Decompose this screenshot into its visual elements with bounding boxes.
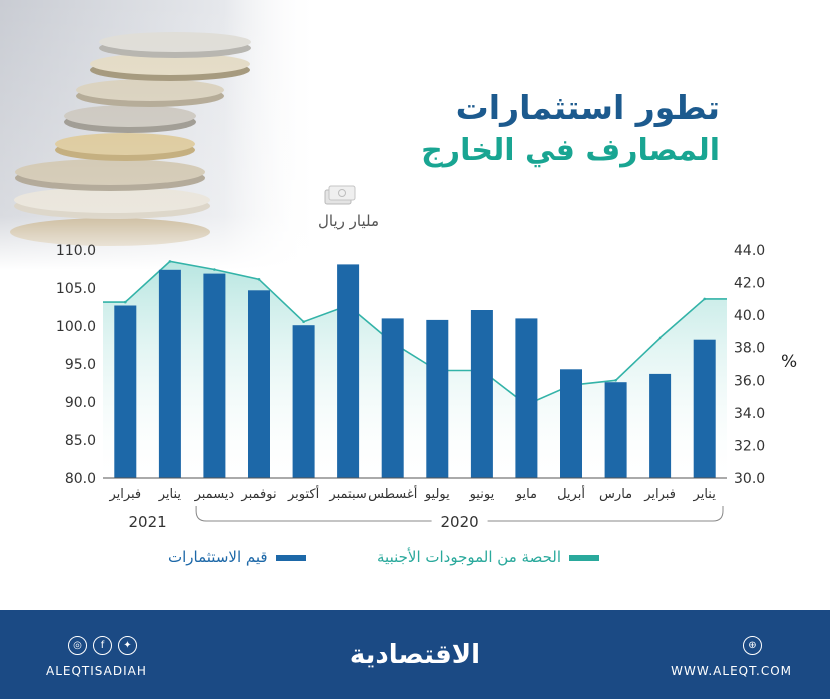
brand-logo: الاقتصادية [349, 640, 481, 670]
unit-label: مليار ريال [318, 212, 379, 230]
money-icon [324, 185, 356, 205]
bar [158, 269, 181, 478]
bar [693, 339, 716, 478]
x-tick-label: نوفمبر [240, 487, 276, 502]
bar [114, 305, 137, 478]
bar [470, 310, 493, 478]
left-tick-label: 85.0 [65, 433, 96, 449]
legend-area: الحصة من الموجودات الأجنبية [377, 548, 599, 566]
x-tick-label: أبريل [557, 485, 585, 502]
legend-bar-label: قيم الاستثمارات [168, 548, 268, 566]
area-point [213, 268, 216, 271]
right-tick-label: 30.0 [734, 471, 765, 487]
x-tick-label: سبتمبر [328, 487, 366, 502]
area-point [302, 320, 305, 324]
globe-icon[interactable]: ⊕ [743, 636, 762, 655]
x-tick-label: مايو [515, 487, 537, 502]
right-tick-label: 36.0 [734, 373, 765, 389]
bar [604, 382, 627, 478]
left-tick-label: 105.0 [56, 281, 96, 297]
right-tick-label: 32.0 [734, 438, 765, 454]
right-tick-label: 42.0 [734, 276, 765, 292]
right-tick-label: 34.0 [734, 406, 765, 422]
year-label: 2020 [441, 513, 479, 531]
right-tick-label: 44.0 [734, 243, 765, 259]
website-link[interactable]: WWW.ALEQT.COM [671, 664, 792, 678]
x-tick-label: مارس [599, 487, 632, 502]
right-tick-label: 38.0 [734, 341, 765, 357]
bar [515, 318, 538, 478]
x-tick-label: ديسمبر [194, 487, 235, 502]
legend-area-swatch [569, 554, 599, 561]
left-tick-label: 100.0 [56, 319, 96, 335]
x-tick-label: أكتوبر [287, 485, 319, 502]
x-tick-label: فبراير [643, 487, 676, 502]
area-point [257, 278, 261, 281]
coins-stack-image [0, 0, 320, 270]
x-tick-label: يناير [693, 487, 717, 502]
legend-bar: قيم الاستثمارات [168, 548, 306, 566]
bar [337, 264, 360, 478]
title-line-1: تطور استثمارات [455, 88, 720, 127]
area-point [614, 379, 617, 382]
x-tick-label: يناير [158, 487, 182, 502]
bar [426, 319, 449, 478]
bar [649, 373, 672, 478]
left-tick-label: 90.0 [65, 395, 96, 411]
title-line-2: المصارف في الخارج [421, 133, 720, 168]
facebook-icon[interactable]: f [93, 636, 112, 655]
social-handle[interactable]: ALEQTISADIAH [46, 664, 147, 678]
year-label-bg [431, 512, 488, 530]
area-point [703, 297, 706, 301]
area-line [103, 260, 727, 406]
legend-bar-swatch [275, 554, 306, 561]
instagram-icon[interactable]: ◎ [68, 636, 87, 655]
x-tick-label: يونيو [469, 487, 495, 502]
legend-area-label: الحصة من الموجودات الأجنبية [377, 548, 561, 566]
bar [203, 273, 226, 478]
social-icons: ◎ f ✦ [68, 636, 137, 655]
left-tick-label: 95.0 [65, 357, 96, 373]
bar [248, 290, 270, 478]
area-point [168, 260, 172, 263]
chart: 80.0 85.0 90.0 95.0 100.0 105.0 110.0 30.0 32.0 3… [56, 243, 765, 531]
year-label: 2021 [129, 513, 167, 531]
area-fill [103, 261, 727, 478]
area-point [124, 300, 127, 304]
x-tick-label: يوليو [424, 487, 450, 502]
footer: ◎ f ✦ ALEQTISADIAH الاقتصادية ⊕ WWW.ALEQ… [0, 610, 830, 699]
bar [560, 369, 582, 478]
x-tick-label: فبراير [108, 487, 141, 502]
right-axis-unit: % [781, 352, 798, 372]
twitter-icon[interactable]: ✦ [118, 636, 137, 655]
right-tick-label: 40.0 [734, 308, 765, 324]
area-point [658, 336, 662, 340]
left-tick-label: 110.0 [56, 243, 96, 259]
left-tick-label: 80.0 [65, 471, 96, 487]
x-tick-label: أغسطس [368, 485, 417, 502]
bar [381, 318, 404, 478]
bar [292, 325, 315, 478]
